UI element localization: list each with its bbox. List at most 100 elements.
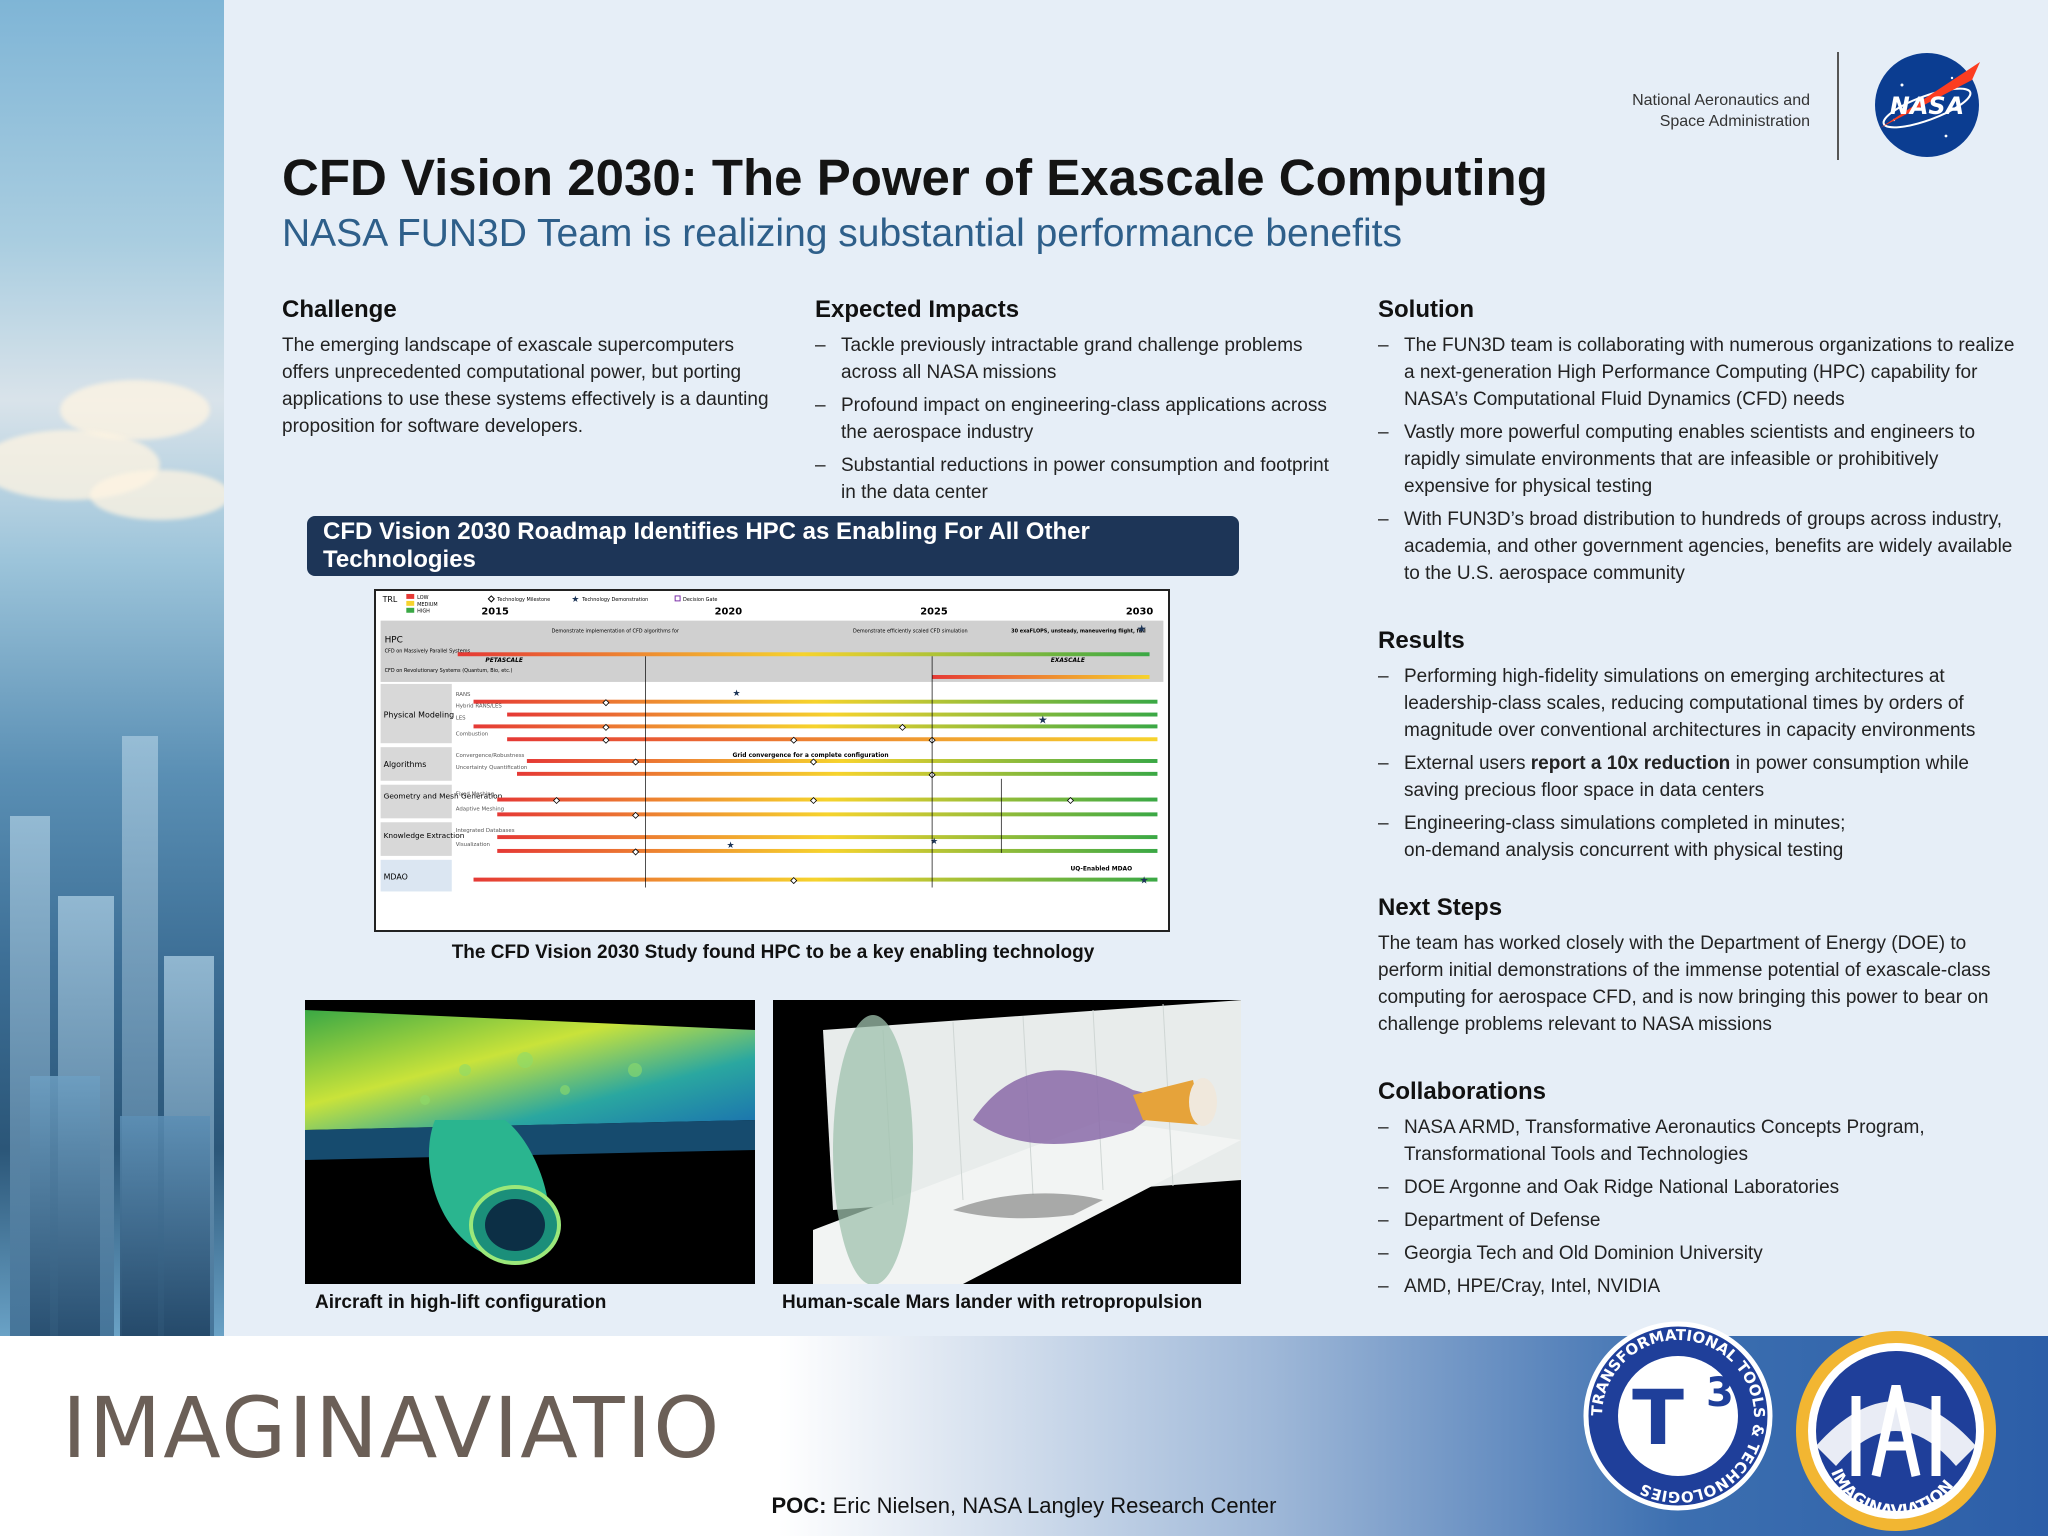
roadmap-note: PETASCALE — [485, 657, 523, 664]
page-title: CFD Vision 2030: The Power of Exascale C… — [282, 149, 1548, 206]
demonstration-star-icon: ★ — [1140, 876, 1149, 887]
solution-list: The FUN3D team is collaborating with num… — [1378, 332, 2018, 587]
les-track — [473, 724, 1158, 729]
legend-demonstration: Technology Demonstration — [581, 597, 648, 603]
impacts-section: Expected Impacts Tackle previously intra… — [815, 296, 1335, 512]
nasa-logo-text: NASA — [1890, 92, 1965, 120]
year-label: 2015 — [481, 607, 509, 618]
agency-line-2: Space Administration — [1659, 113, 1810, 130]
collaborations-heading: Collaborations — [1378, 1078, 1547, 1105]
t3-superscript: 3 — [1706, 1370, 1734, 1416]
track-label: Integrated Databases — [456, 828, 515, 834]
category-label: Geometry and Mesh Generation — [384, 792, 503, 801]
track-label: Adaptive Meshing — [456, 806, 504, 812]
demonstration-star-icon: ★ — [1038, 714, 1048, 726]
demonstration-star-icon: ★ — [930, 836, 938, 846]
nasa-meatball-logo: NASA — [1875, 53, 1980, 157]
solution-item: With FUN3D’s broad distribution to hundr… — [1378, 506, 2018, 587]
result-text: on-demand analysis concurrent with physi… — [1404, 840, 1844, 861]
combustion-track — [507, 737, 1158, 742]
agency-name: National Aeronautics and Space Administr… — [1600, 90, 1810, 132]
category-box — [380, 784, 452, 819]
impact-item: Tackle previously intractable grand chal… — [815, 332, 1335, 386]
dependency-lines — [645, 656, 1002, 888]
trl-low-label: LOW — [417, 595, 428, 601]
collaborations-section: Collaborations NASA ARMD, Transformative… — [1378, 1078, 2018, 1300]
track-label: Hybrid RANS/LES — [456, 704, 503, 710]
track-label: Combustion — [456, 731, 488, 737]
year-label: 2020 — [715, 607, 743, 618]
category-label: Algorithms — [384, 760, 427, 769]
aircraft-simulation-image — [305, 1000, 755, 1284]
mars-lander-simulation-image — [773, 1000, 1241, 1284]
trl-low-swatch — [406, 593, 415, 599]
poc-label: POC: — [771, 1493, 827, 1518]
legend-decision: Decision Gate — [683, 597, 717, 603]
right-column: Solution The FUN3D team is collaborating… — [1378, 296, 2018, 1322]
rans-track — [473, 699, 1158, 704]
impact-item: Substantial reductions in power consumpt… — [815, 452, 1335, 506]
poc-text: Eric Nielsen, NASA Langley Research Cent… — [826, 1493, 1277, 1518]
demonstration-star-icon: ★ — [1137, 624, 1147, 636]
track-label: LES — [456, 715, 466, 721]
next-steps-section: Next Steps The team has worked closely w… — [1378, 894, 2018, 1038]
challenge-section: Challenge The emerging landscape of exas… — [282, 296, 782, 440]
challenge-heading: Challenge — [282, 296, 397, 323]
trl-high-label: HIGH — [417, 609, 430, 615]
year-label: 2025 — [920, 607, 948, 618]
collaboration-item: DOE Argonne and Oak Ridge National Labor… — [1378, 1174, 2018, 1201]
roadmap-note: Demonstrate implementation of CFD algori… — [552, 629, 680, 635]
result-text: Engineering-class simulations completed … — [1404, 813, 1846, 834]
category-box — [380, 859, 452, 892]
track-label: RANS — [456, 692, 471, 698]
database-track — [497, 835, 1158, 840]
result-text: External users — [1404, 753, 1531, 774]
category-label: HPC — [385, 635, 403, 645]
roadmap-note: EXASCALE — [1051, 657, 1085, 664]
roadmap-banner: CFD Vision 2030 Roadmap Identifies HPC a… — [307, 516, 1239, 576]
next-steps-text: The team has worked closely with the Dep… — [1378, 933, 1991, 1035]
impacts-heading: Expected Impacts — [815, 296, 1020, 323]
decorative-city-illustration — [0, 0, 224, 1336]
hpc-track — [457, 652, 1150, 657]
roadmap-caption: The CFD Vision 2030 Study found HPC to b… — [451, 942, 1095, 963]
solution-item: The FUN3D team is collaborating with num… — [1378, 332, 2018, 413]
collaboration-item: AMD, HPE/Cray, Intel, NVIDIA — [1378, 1273, 2018, 1300]
category-box — [380, 683, 452, 744]
convergence-track — [526, 759, 1158, 763]
t3-program-logo: TRANSFORMATIONAL TOOLS & TECHNOLOGIES T … — [1583, 1321, 1773, 1511]
roadmap-note: UQ-Enabled MDAO — [1070, 866, 1132, 873]
results-list: Performing high-fidelity simulations on … — [1378, 663, 2018, 864]
hpc-band — [380, 620, 1164, 682]
impact-item: Profound impact on engineering-class app… — [815, 392, 1335, 446]
category-label: Knowledge Extraction — [384, 831, 465, 840]
hpc-sub-label: CFD on Revolutionary Systems (Quantum, B… — [385, 668, 513, 674]
poc-line: POC: Eric Nielsen, NASA Langley Research… — [0, 1493, 2048, 1519]
decision-gate-icon — [674, 595, 681, 602]
visualization-track — [497, 848, 1158, 853]
solution-section: Solution The FUN3D team is collaborating… — [1378, 296, 2018, 587]
aircraft-caption: Aircraft in high-lift configuration — [315, 1292, 607, 1313]
hpc-track — [932, 675, 1150, 679]
roadmap-note: Demonstrate efficiently scaled CFD simul… — [853, 629, 968, 635]
track-label: Uncertainty Quantification — [456, 765, 528, 771]
legend-milestone: Technology Milestone — [496, 597, 550, 603]
result-emphasis: report a 10x reduction — [1530, 753, 1731, 774]
imaginaviation-wordmark-text: IMAGINAVIATION — [62, 1379, 722, 1475]
result-item: Engineering-class simulations completed … — [1378, 810, 2018, 864]
trl-medium-label: MEDIUM — [417, 602, 438, 608]
trl-high-swatch — [406, 607, 415, 613]
solution-heading: Solution — [1378, 296, 1474, 323]
demonstration-star-icon: ★ — [732, 688, 740, 698]
demonstration-star-icon: ★ — [727, 840, 735, 850]
result-item: External users report a 10x reduction in… — [1378, 750, 2018, 804]
track-label: Visualization — [456, 842, 490, 848]
collaboration-item: Georgia Tech and Old Dominion University — [1378, 1240, 2018, 1267]
demonstration-star-icon: ★ — [571, 595, 579, 605]
trl-medium-swatch — [406, 600, 415, 606]
agency-line-1: National Aeronautics and — [1632, 92, 1810, 109]
uq-track — [517, 771, 1158, 776]
hpc-sub-label: CFD on Massively Parallel Systems — [385, 648, 471, 654]
impacts-list: Tackle previously intractable grand chal… — [815, 332, 1335, 506]
result-text: in power consumption while saving precio… — [1404, 753, 1969, 801]
